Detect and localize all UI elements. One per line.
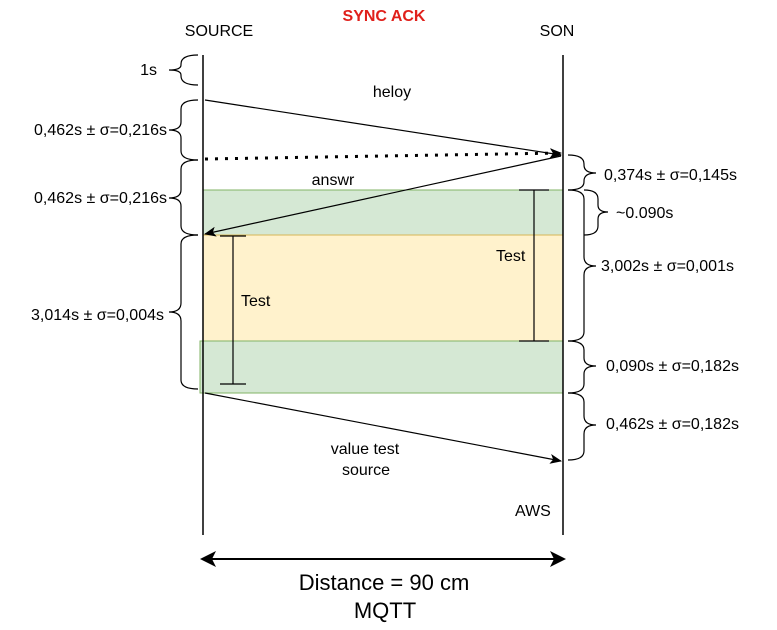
- green-band-bottom: [199, 340, 564, 394]
- diagram-title: SYNC ACK: [342, 8, 426, 25]
- interval-label-1s: 1s: [140, 62, 157, 79]
- heloy-arrow: [204, 99, 562, 159]
- test-label-left: Test: [241, 293, 271, 310]
- green-band-top: [202, 189, 564, 236]
- dotted-sync-arrow: [204, 148, 562, 161]
- right-brace-green: [567, 340, 597, 394]
- answr-arrow: [204, 155, 562, 237]
- interval-label-test-left: 3,014s ± σ=0,004s: [31, 307, 164, 324]
- aws-label: AWS: [515, 503, 551, 520]
- value-test-arrow: [204, 392, 562, 464]
- yellow-band: [202, 234, 564, 342]
- test-bar-left: [220, 235, 246, 385]
- interval-label-test-right: 3,002s ± σ=0,001s: [601, 258, 734, 275]
- left-brace-test: [168, 234, 199, 390]
- son-label: SON: [539, 23, 575, 40]
- interval-label-heloy: 0,462s ± σ=0,216s: [34, 122, 167, 139]
- test-label-right: Test: [496, 248, 526, 265]
- distance-label: Distance = 90 cm: [298, 570, 470, 595]
- source-label: SOURCE: [184, 23, 254, 40]
- answr-label: answr: [311, 172, 355, 189]
- right-brace-test: [567, 189, 597, 342]
- right-brace-ack: [567, 154, 597, 191]
- right-brace-090: [583, 189, 609, 236]
- protocol-label: MQTT: [353, 598, 417, 623]
- right-brace-value: [567, 392, 597, 461]
- distance-arrow-right-head: [550, 551, 566, 567]
- interval-label-value: 0,462s ± σ=0,182s: [606, 416, 739, 433]
- distance-arrow-left-head: [200, 551, 216, 567]
- value-test-label-line1: value test: [330, 441, 400, 458]
- heloy-label: heloy: [372, 84, 412, 101]
- interval-label-090: ~0.090s: [616, 205, 674, 222]
- left-brace-answr: [168, 159, 199, 236]
- interval-label-green: 0,090s ± σ=0,182s: [606, 358, 739, 375]
- left-brace-heloy: [168, 99, 199, 161]
- left-brace-1s: [168, 54, 199, 86]
- interval-label-answr: 0,462s ± σ=0,216s: [34, 190, 167, 207]
- interval-label-ack: 0,374s ± σ=0,145s: [604, 167, 737, 184]
- test-bar-right: [519, 189, 549, 342]
- value-test-label-line2: source: [341, 462, 391, 479]
